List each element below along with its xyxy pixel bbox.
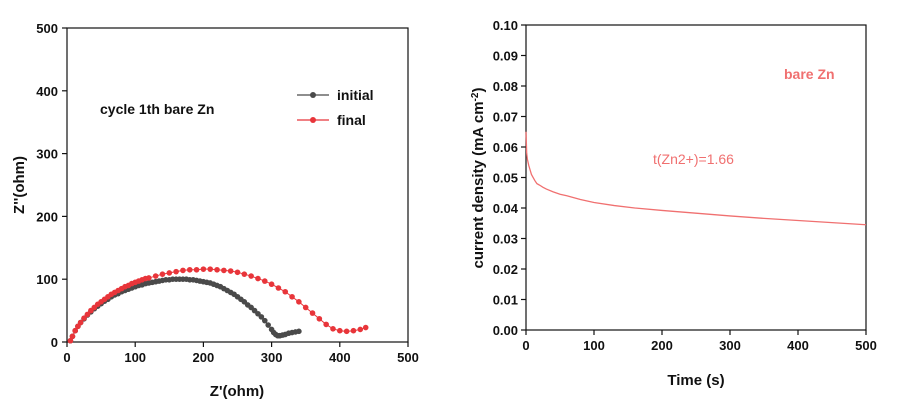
- current-x-axis-label: Time (s): [667, 372, 724, 389]
- data-point-final: [227, 268, 234, 274]
- current-density-chart: 0 100 200 300 400 500 0.00 0.01 0.02 0.03 0.04 0.05…: [470, 18, 877, 389]
- y-tick-label: 0.10: [493, 18, 518, 33]
- y-tick-label: 0.05: [493, 171, 518, 186]
- transference-number-label: t(Zn2+)=1.66: [653, 151, 734, 167]
- data-point-final: [357, 326, 364, 333]
- current-y-axis-label-sup: -2: [470, 92, 481, 101]
- data-point-final: [275, 285, 282, 291]
- current-ticks: 0 100 200 300 400 500 0.00 0.01 0.02 0.03 0.04 0.05…: [493, 18, 877, 353]
- nyquist-annotation: cycle 1th bare Zn: [100, 101, 214, 117]
- y-tick-label: 0.03: [493, 232, 518, 247]
- current-series: [525, 131, 867, 226]
- legend-marker-final: [310, 117, 316, 123]
- data-point-final: [268, 281, 275, 288]
- data-point-final: [146, 275, 152, 281]
- data-point-final: [289, 293, 295, 300]
- data-point-final: [282, 288, 289, 295]
- data-point-final: [200, 266, 207, 272]
- data-point-final: [221, 267, 227, 274]
- y-tick-label: 300: [36, 147, 58, 162]
- data-point-final: [69, 333, 76, 340]
- data-point-final: [302, 304, 309, 311]
- data-point-final: [350, 327, 357, 334]
- data-point-final: [152, 273, 159, 279]
- current-y-axis-label: current density (mA cm-2): [470, 88, 487, 269]
- series-line-final: [69, 268, 366, 341]
- data-point-final: [173, 268, 179, 275]
- nyquist-legend: initial final: [297, 87, 374, 128]
- y-tick-label: 0.04: [493, 201, 519, 216]
- data-point-final: [248, 273, 254, 279]
- legend-marker-initial: [310, 92, 316, 98]
- nyquist-plot-frame: [66, 27, 409, 343]
- data-point-final: [296, 299, 302, 305]
- current-y-axis-label-close: ): [470, 88, 487, 93]
- x-tick-label: 0: [522, 338, 529, 353]
- data-point-final: [67, 337, 74, 344]
- data-point-final: [193, 266, 200, 273]
- nyquist-x-axis-label: Z'(ohm): [210, 383, 264, 400]
- data-point-final: [261, 278, 268, 284]
- nyquist-chart: 0 100 200 300 400 500 0 100 200 300 400 500 cycle 1…: [11, 21, 419, 400]
- y-tick-label: 0.02: [493, 262, 518, 277]
- x-tick-label: 200: [651, 338, 673, 353]
- data-point-final: [343, 328, 350, 335]
- data-point-final: [84, 311, 91, 318]
- legend-label-initial: initial: [337, 87, 374, 103]
- x-tick-label: 400: [787, 338, 809, 353]
- x-tick-label: 0: [63, 350, 70, 365]
- y-tick-label: 0.06: [493, 140, 518, 155]
- nyquist-series: [67, 266, 369, 344]
- y-tick-label: 0.08: [493, 79, 518, 94]
- x-tick-label: 100: [124, 350, 146, 365]
- y-tick-label: 0.07: [493, 110, 518, 125]
- x-tick-label: 400: [329, 350, 351, 365]
- x-tick-label: 200: [193, 350, 215, 365]
- data-point-final: [362, 324, 369, 331]
- y-tick-label: 0.01: [493, 293, 518, 308]
- data-point-final: [77, 319, 84, 326]
- data-point-final: [159, 271, 166, 277]
- data-point-final: [214, 266, 220, 273]
- current-density-curve: [525, 131, 867, 226]
- y-tick-label: 0: [51, 335, 58, 350]
- data-point-final: [255, 275, 261, 282]
- data-point-final: [241, 271, 248, 277]
- data-point-final: [81, 315, 87, 321]
- nyquist-ticks: 0 100 200 300 400 500 0 100 200 300 400 500: [36, 21, 419, 365]
- data-point-final: [207, 266, 214, 272]
- data-point-final: [72, 327, 78, 334]
- x-tick-label: 300: [719, 338, 741, 353]
- data-point-initial: [258, 314, 265, 320]
- data-point-final: [337, 327, 343, 334]
- y-tick-label: 100: [36, 272, 58, 287]
- nyquist-y-axis-label: Z''(ohm): [11, 156, 28, 214]
- data-point-final: [323, 321, 329, 328]
- x-tick-label: 500: [397, 350, 419, 365]
- legend-label-final: final: [337, 112, 366, 128]
- data-point-final: [166, 270, 173, 276]
- y-tick-label: 0.00: [493, 323, 518, 338]
- bare-zn-label: bare Zn: [784, 66, 835, 82]
- data-point-final: [234, 269, 241, 276]
- y-tick-label: 400: [36, 84, 58, 99]
- data-point-final: [186, 266, 193, 273]
- x-tick-label: 500: [855, 338, 877, 353]
- current-y-axis-label-main: current density (mA cm: [470, 101, 487, 268]
- y-tick-label: 500: [36, 21, 58, 36]
- data-point-initial: [265, 322, 271, 328]
- y-tick-label: 0.09: [493, 49, 518, 64]
- data-point-final: [309, 310, 316, 316]
- series-line-initial: [69, 278, 299, 341]
- data-point-final: [316, 315, 323, 322]
- data-point-final: [180, 267, 186, 274]
- data-point-final: [330, 326, 336, 332]
- x-tick-label: 100: [583, 338, 605, 353]
- x-tick-label: 300: [261, 350, 283, 365]
- data-point-initial: [296, 328, 302, 335]
- y-tick-label: 200: [36, 209, 58, 224]
- data-point-initial: [261, 317, 268, 324]
